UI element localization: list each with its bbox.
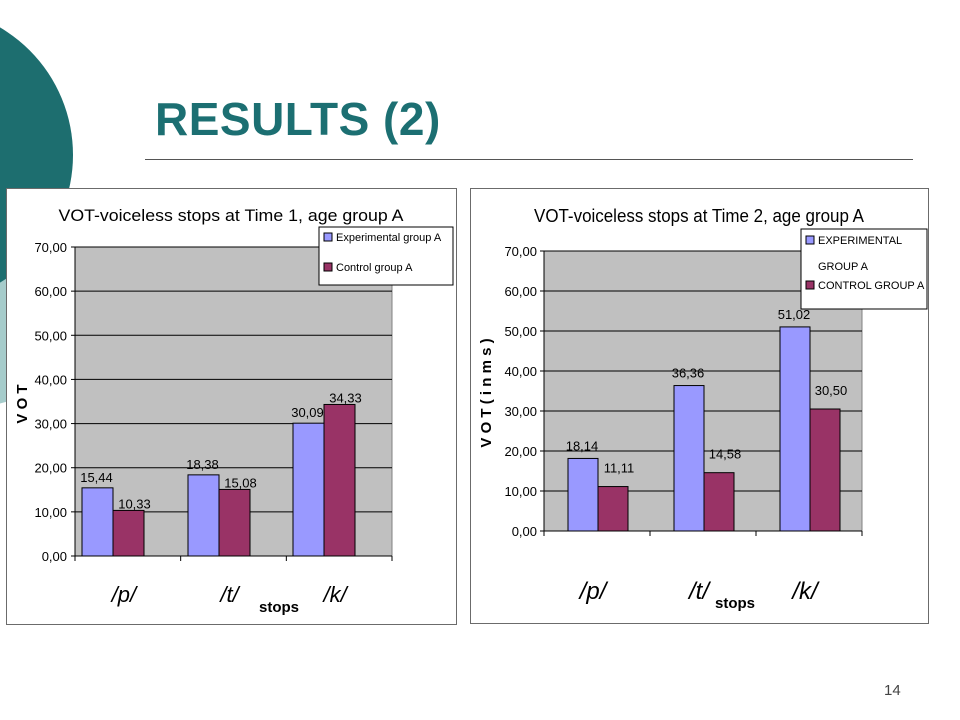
title-divider bbox=[145, 159, 913, 160]
bar bbox=[779, 326, 811, 532]
chart-time-1: 0,00 10,00 20,00 30,00 40,00 50,00 60,00 70,00 1… bbox=[6, 188, 457, 625]
legend-label: Experimental group A bbox=[336, 232, 442, 244]
data-label: 18,38 bbox=[186, 457, 219, 472]
legend-swatch bbox=[805, 280, 815, 290]
y-tick-label: 20,00 bbox=[34, 461, 67, 476]
y-tick-label: 40,00 bbox=[504, 364, 537, 379]
chart-time-2: 0,00 10,00 20,00 30,00 40,00 50,00 60,00 70,00 1… bbox=[470, 188, 929, 624]
bar bbox=[703, 472, 735, 532]
y-tick-label: 60,00 bbox=[34, 284, 67, 299]
x-axis-label: stops bbox=[715, 595, 755, 612]
data-label: 30,50 bbox=[815, 383, 848, 398]
y-tick-label: 0,00 bbox=[42, 549, 67, 564]
y-tick-label: 70,00 bbox=[504, 244, 537, 259]
data-label: 15,44 bbox=[80, 470, 113, 485]
page-number: 14 bbox=[884, 682, 901, 699]
legend-box bbox=[800, 228, 928, 310]
x-category-label: /t/ bbox=[687, 578, 711, 605]
data-label: 18,14 bbox=[566, 438, 599, 453]
legend-label: CONTROL GROUP A bbox=[818, 280, 925, 292]
bar bbox=[597, 486, 629, 532]
bar bbox=[187, 474, 220, 557]
bar bbox=[323, 403, 356, 557]
x-category-label: /p/ bbox=[110, 582, 138, 607]
slide-title: RESULTS (2) bbox=[155, 93, 441, 145]
x-axis-label: stops bbox=[259, 599, 299, 616]
y-tick-label: 10,00 bbox=[34, 505, 67, 520]
y-axis-label: V O T ( i n m s ) bbox=[478, 338, 495, 447]
bar bbox=[809, 408, 841, 532]
data-label: 15,08 bbox=[224, 475, 257, 490]
x-category-label: /k/ bbox=[790, 578, 820, 605]
y-tick-label: 70,00 bbox=[34, 240, 67, 255]
y-tick-label: 60,00 bbox=[504, 284, 537, 299]
legend-swatch bbox=[323, 232, 333, 242]
bar bbox=[81, 487, 114, 557]
chart-title: VOT-voiceless stops at Time 2, age group… bbox=[534, 206, 864, 226]
y-tick-label: 30,00 bbox=[504, 404, 537, 419]
legend-label: EXPERIMENTAL bbox=[818, 235, 902, 247]
legend-label: GROUP A bbox=[818, 261, 869, 273]
y-tick-label: 20,00 bbox=[504, 444, 537, 459]
legend-label: Control group A bbox=[336, 262, 413, 274]
y-tick-label: 50,00 bbox=[34, 328, 67, 343]
data-label: 30,09 bbox=[291, 405, 324, 420]
bar bbox=[673, 385, 705, 532]
bar bbox=[112, 509, 145, 557]
legend-swatch bbox=[323, 262, 333, 272]
y-tick-label: 50,00 bbox=[504, 324, 537, 339]
legend-box bbox=[318, 226, 454, 286]
bar bbox=[292, 422, 325, 557]
legend-swatch bbox=[805, 235, 815, 245]
data-label: 51,02 bbox=[778, 307, 811, 322]
chart-time-2-svg: 0,00 10,00 20,00 30,00 40,00 50,00 60,00 70,00 1… bbox=[478, 206, 928, 612]
y-tick-label: 10,00 bbox=[504, 484, 537, 499]
x-category-label: /t/ bbox=[218, 582, 240, 607]
x-category-label: /k/ bbox=[322, 582, 349, 607]
data-label: 34,33 bbox=[329, 390, 362, 405]
data-label: 11,11 bbox=[604, 461, 635, 476]
y-axis-label: V O T bbox=[14, 384, 31, 423]
y-tick-label: 30,00 bbox=[34, 417, 67, 432]
chart-title: VOT-voiceless stops at Time 1, age group… bbox=[59, 206, 405, 225]
data-label: 36,36 bbox=[672, 366, 705, 381]
y-tick-label: 0,00 bbox=[512, 524, 537, 539]
data-label: 14,58 bbox=[709, 447, 742, 462]
chart-time-1-svg: 0,00 10,00 20,00 30,00 40,00 50,00 60,00 70,00 1… bbox=[14, 206, 454, 616]
y-tick-label: 40,00 bbox=[34, 372, 67, 387]
x-category-label: /p/ bbox=[578, 578, 609, 605]
bar bbox=[567, 457, 599, 532]
data-label: 10,33 bbox=[118, 496, 151, 511]
bar bbox=[218, 488, 251, 557]
